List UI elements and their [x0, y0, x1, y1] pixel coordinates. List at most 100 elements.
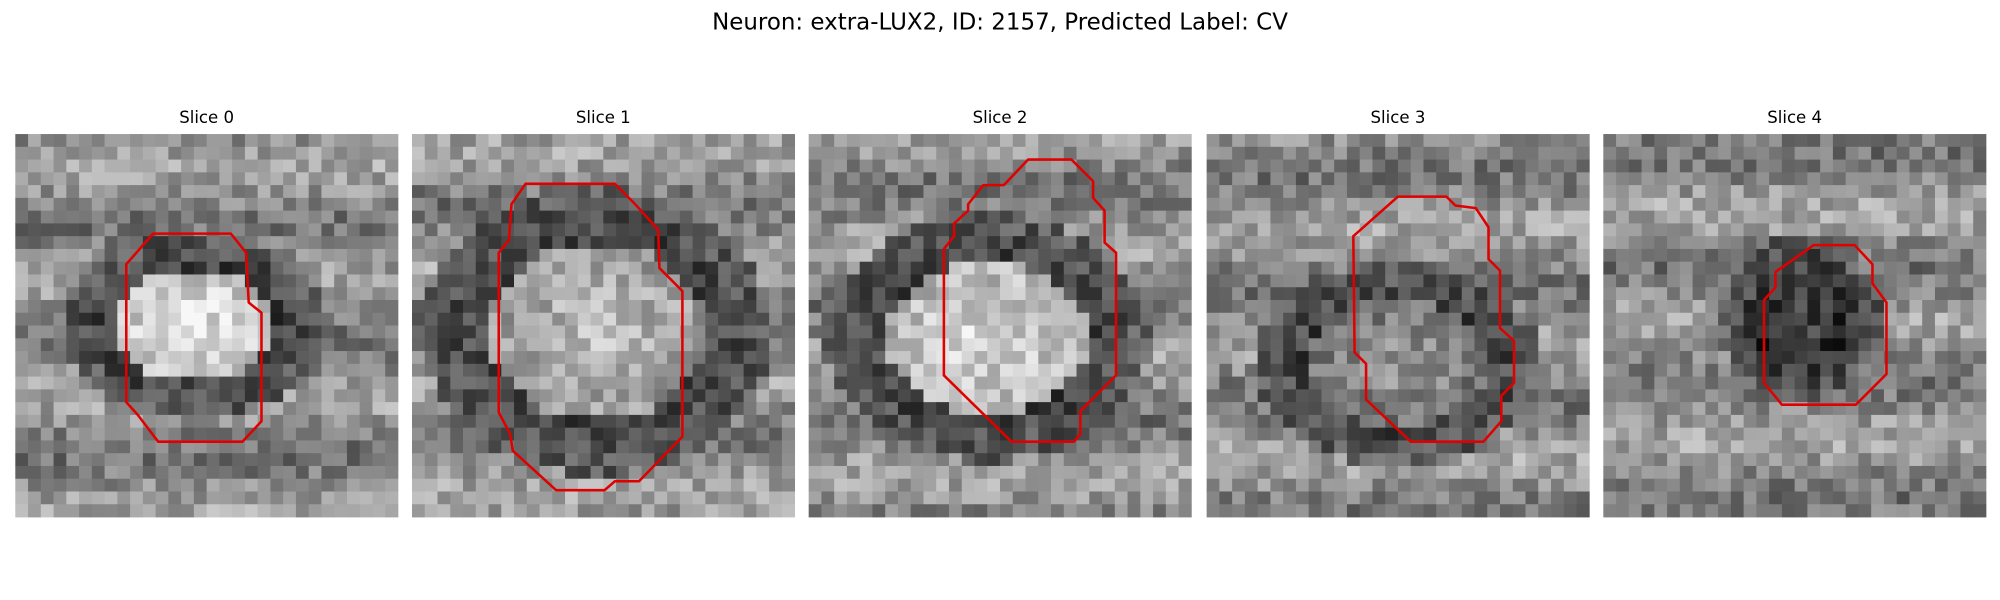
pixel: [730, 146, 745, 160]
pixel: [257, 134, 271, 148]
pixel: [488, 478, 502, 492]
pixel: [1012, 197, 1026, 212]
pixel: [1257, 261, 1271, 275]
pixel: [1858, 325, 1872, 339]
pixel: [974, 134, 988, 148]
pixel: [1257, 300, 1271, 314]
pixel: [577, 465, 591, 480]
pixel: [1794, 312, 1808, 326]
pixel: [1512, 223, 1526, 237]
pixel: [385, 427, 399, 441]
pixel: [1244, 300, 1259, 314]
pixel: [424, 300, 438, 314]
pixel: [142, 465, 156, 480]
pixel: [616, 274, 630, 288]
pixel: [1794, 325, 1808, 339]
pixel: [308, 351, 322, 365]
pixel: [321, 248, 335, 263]
pixel: [1973, 491, 1987, 505]
pixel: [834, 248, 848, 263]
pixel: [66, 210, 80, 224]
pixel: [463, 261, 477, 275]
pixel: [104, 389, 118, 403]
pixel: [66, 440, 80, 454]
pixel: [1244, 427, 1259, 441]
pixel: [346, 197, 361, 212]
pixel: [1973, 236, 1987, 250]
pixel: [66, 363, 80, 377]
pixel: [1385, 236, 1399, 250]
pixel: [1845, 248, 1859, 263]
pixel: [1551, 453, 1565, 467]
pixel: [1718, 504, 1732, 518]
pixel: [1461, 402, 1475, 416]
pixel: [1512, 210, 1526, 224]
pixel: [1563, 134, 1577, 148]
pixel: [1730, 351, 1745, 365]
pixel: [1667, 363, 1681, 377]
pixel: [1178, 440, 1192, 454]
pixel: [411, 338, 426, 352]
pixel: [1807, 491, 1821, 505]
pixel: [705, 236, 719, 250]
pixel: [936, 453, 950, 467]
pixel: [1960, 325, 1974, 339]
pixel: [295, 325, 310, 339]
pixel: [359, 478, 373, 492]
pixel: [781, 185, 796, 199]
pixel: [565, 261, 579, 275]
pixel: [1576, 414, 1590, 429]
pixel: [501, 287, 515, 301]
pixel: [1140, 223, 1154, 237]
pixel: [463, 414, 477, 429]
pixel: [424, 465, 438, 480]
pixel: [1025, 185, 1039, 199]
pixel: [846, 159, 861, 173]
pixel: [1858, 402, 1872, 416]
pixel: [910, 325, 924, 339]
pixel: [1410, 363, 1424, 377]
pixel: [910, 312, 924, 326]
pixel: [1538, 491, 1552, 505]
pixel: [15, 185, 29, 199]
pixel: [1436, 478, 1450, 492]
pixel: [168, 478, 182, 492]
pixel: [91, 440, 105, 454]
pixel: [1871, 402, 1885, 416]
pixel: [552, 300, 566, 314]
pixel: [910, 402, 924, 416]
pixel: [526, 338, 540, 352]
pixel: [1500, 478, 1514, 492]
pixel: [1667, 197, 1681, 212]
pixel: [155, 491, 169, 505]
pixel: [987, 389, 1001, 403]
pixel: [1781, 465, 1796, 480]
pixel: [654, 236, 668, 250]
pixel: [1038, 504, 1052, 518]
pixel: [961, 287, 975, 301]
pixel: [1718, 402, 1732, 416]
pixel: [1692, 363, 1706, 377]
pixel: [1102, 402, 1116, 416]
pixel: [334, 287, 348, 301]
pixel: [577, 376, 591, 390]
pixel: [603, 414, 617, 429]
pixel: [692, 427, 706, 441]
pixel: [1551, 274, 1565, 288]
pixel: [718, 274, 732, 288]
pixel: [66, 427, 80, 441]
pixel: [1628, 402, 1642, 416]
pixel: [1321, 312, 1335, 326]
pixel: [346, 134, 361, 148]
pixel: [1896, 159, 1910, 173]
pixel: [1525, 146, 1539, 160]
pixel: [781, 504, 796, 518]
pixel: [321, 363, 335, 377]
pixel: [181, 440, 195, 454]
pixel: [28, 236, 42, 250]
pixel: [1334, 504, 1348, 518]
pixel: [1820, 389, 1834, 403]
pixel: [334, 478, 348, 492]
pixel: [948, 414, 963, 429]
pixel: [1283, 159, 1297, 173]
